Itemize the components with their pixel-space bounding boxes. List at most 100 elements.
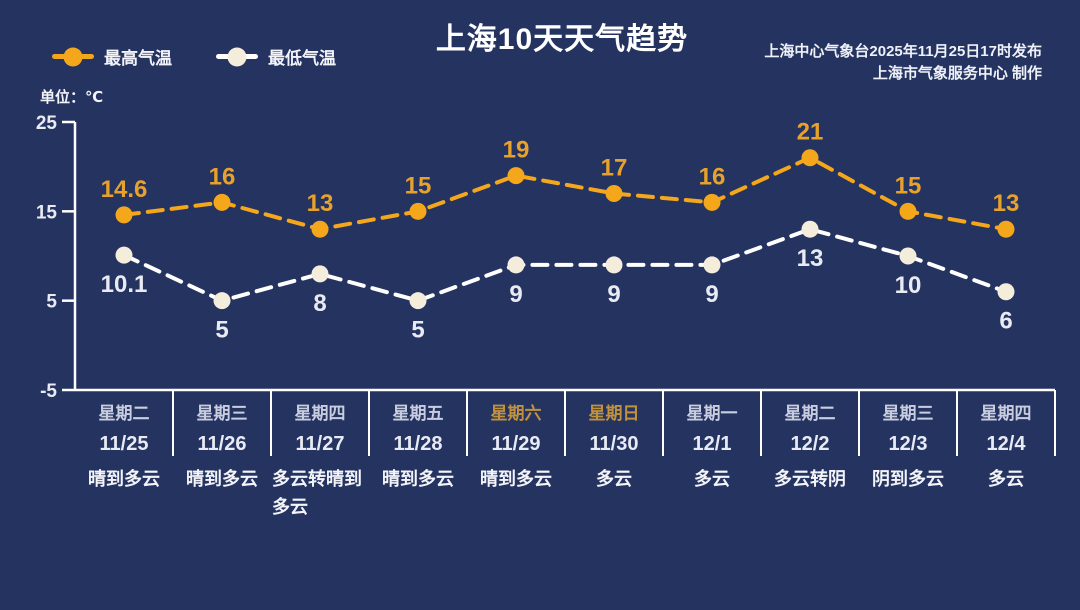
weather-text: 多云 [694,469,730,489]
day-column: 星期二 12/2 多云转阴 [761,394,859,522]
weather-label: 晴到多云 [75,466,173,494]
publisher-line2: 上海市气象服务中心 制作 [872,65,1042,82]
min-temp-series: 10.1 5 8 5 9 9 9 13 10 6 [101,220,1015,344]
day-column: 星期一 12/1 多云 [663,394,761,522]
weather-label: 多云转晴到多云 [271,466,369,522]
value-label: 13 [993,190,1020,217]
data-point-icon [801,220,819,238]
weather-text: 晴到多云 [88,469,160,489]
max-temp-series: 14.6 16 13 15 19 17 16 21 15 13 [101,119,1020,238]
weather-label: 多云 [957,466,1055,494]
day-column: 星期五 11/28 晴到多云 [369,394,467,522]
legend-label-max: 最高气温 [104,49,172,68]
date-label: 12/4 [986,433,1026,455]
day-column: 星期四 11/27 多云转晴到多云 [271,394,369,522]
value-label: 6 [999,308,1012,335]
min-temp-series-line [122,227,1008,303]
min-temp-dot-icon [227,47,247,66]
value-label: 9 [509,281,522,308]
weather-label: 多云 [565,466,663,494]
unit-label: 单位：℃ [40,89,104,106]
value-label: 9 [705,281,718,308]
min-temp-line-icon [216,47,258,66]
weather-label: 晴到多云 [173,466,271,494]
legend-item-max: 最高气温 [52,44,172,69]
value-label: 5 [411,317,424,344]
weather-text: 多云转晴到多云 [272,469,362,517]
value-label: 10 [895,272,922,299]
value-label: 16 [699,163,726,190]
publisher-info: 上海中心气象台2025年11月25日17时发布 上海市气象服务中心 制作 [764,41,1042,85]
value-label: 10.1 [101,271,148,298]
value-label: 17 [601,154,628,181]
data-point-icon [899,247,917,265]
max-temp-series-line [122,155,1008,232]
date-label: 11/25 [99,433,149,455]
value-label: 19 [503,137,530,164]
data-point-icon [115,206,133,224]
day-column: 星期三 11/26 晴到多云 [173,394,271,522]
day-column: 星期日 11/30 多云 [565,394,663,522]
data-point-icon [115,246,133,264]
data-point-icon [409,292,427,310]
date-label: 11/26 [197,433,247,455]
weekday-label: 星期六 [490,404,542,423]
date-label: 12/3 [888,433,928,455]
value-label: 13 [307,190,334,217]
data-point-icon [311,265,329,283]
date-label: 12/1 [692,433,732,455]
value-label: 21 [797,119,824,146]
y-tick-label: 15 [36,202,58,223]
weekday-label: 星期日 [588,404,640,423]
max-temp-dot-icon [63,47,83,66]
weather-text: 阴到多云 [872,469,944,489]
max-temp-line-icon [52,47,94,66]
y-tick-label: -5 [40,381,57,402]
weather-text: 晴到多云 [382,469,454,489]
value-label: 13 [797,245,824,272]
data-point-icon [507,256,525,274]
weekday-label: 星期三 [882,404,934,423]
value-label: 9 [607,281,620,308]
day-column: 星期四 12/4 多云 [957,394,1055,522]
weather-text: 多云 [596,469,632,489]
data-point-icon [703,193,721,211]
date-label: 11/29 [491,433,541,455]
date-label: 11/30 [589,433,639,455]
date-label: 11/27 [295,433,345,455]
data-point-icon [899,202,917,220]
column-separators [172,390,1056,456]
weather-text: 晴到多云 [480,469,552,489]
value-label: 14.6 [101,176,148,203]
date-label: 11/28 [393,433,443,455]
weekday-label: 星期四 [980,404,1032,423]
data-point-icon [409,202,427,220]
weather-label: 晴到多云 [369,466,467,494]
data-point-icon [311,220,329,238]
weather-text: 多云转阴 [774,469,846,489]
value-label: 5 [215,317,228,344]
value-label: 15 [895,172,922,199]
weather-label: 多云 [663,466,761,494]
data-point-icon [997,220,1015,238]
day-column: 星期三 12/3 阴到多云 [859,394,957,522]
legend-label-min: 最低气温 [268,49,336,68]
y-tick-labels: 25 15 5 -5 [36,113,58,402]
weather-text: 多云 [988,469,1024,489]
weekday-label: 星期三 [196,404,248,423]
data-point-icon [213,193,231,211]
date-label: 12/2 [790,433,830,455]
weekday-label: 星期四 [294,404,346,423]
data-point-icon [801,149,819,167]
data-point-icon [997,283,1015,301]
value-label: 15 [405,172,432,199]
data-point-icon [605,256,623,274]
day-column: 星期六 11/29 晴到多云 [467,394,565,522]
day-column: 星期二 11/25 晴到多云 [75,394,173,522]
data-point-icon [507,167,525,185]
page-title: 上海10天天气趋势 [435,23,689,56]
y-tick-label: 5 [46,292,57,313]
value-label: 8 [313,290,326,317]
